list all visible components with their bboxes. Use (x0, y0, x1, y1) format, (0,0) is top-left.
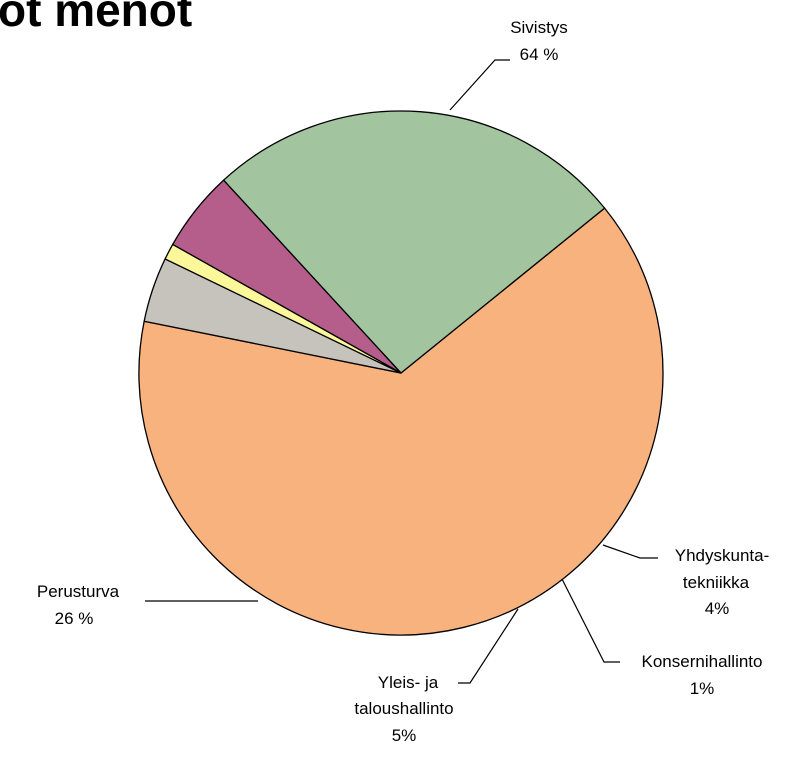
pie-slice-sivistys (138, 207, 664, 636)
slice-label-yhdyskuntatekniikka-line2: tekniikka (683, 573, 750, 592)
slice-label-sivistys: Sivistys (510, 18, 568, 37)
slice-label-konsernihallinto: Konsernihallinto (642, 652, 763, 671)
slice-label-yleis-ja-taloushallinto-line2: taloushallinto (354, 699, 453, 718)
slice-label-perusturva: Perusturva (37, 582, 120, 601)
slice-label-yhdyskuntatekniikka-line1: Yhdyskunta- (675, 546, 770, 565)
chart-title: ot menot (0, 0, 193, 36)
leader-line-sivistys (449, 59, 510, 111)
leader-line-yleis-ja-taloushallinto (458, 608, 519, 684)
slice-value-yhdyskuntatekniikka: 4% (705, 599, 730, 618)
slice-value-sivistys: 64 % (520, 45, 559, 64)
leader-line-yhdyskuntatekniikka (602, 544, 658, 559)
leader-lines (145, 59, 658, 684)
leader-line-konsernihallinto (561, 578, 620, 663)
slice-value-konsernihallinto: 1% (690, 679, 715, 698)
pie-slices (138, 110, 664, 636)
pie-slice-perusturva (222, 110, 606, 374)
slice-value-yleis-ja-taloushallinto: 5% (392, 726, 417, 745)
slice-labels: Sivistys 64 % Yhdyskunta- tekniikka 4% K… (37, 18, 769, 745)
slice-label-yleis-ja-taloushallinto-line1: Yleis- ja (378, 673, 439, 692)
slice-value-perusturva: 26 % (55, 609, 94, 628)
